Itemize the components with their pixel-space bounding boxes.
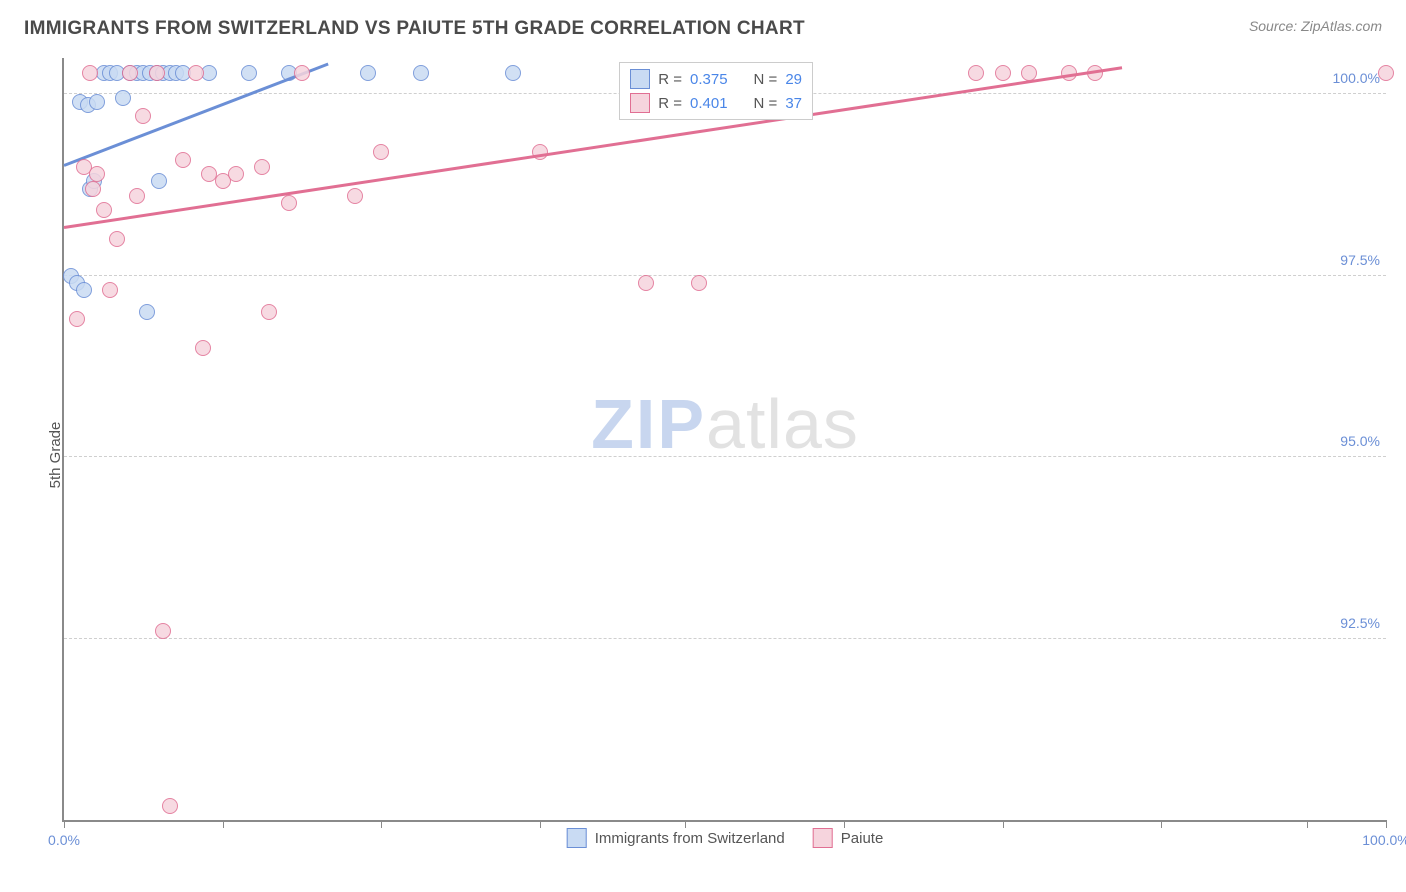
x-tick xyxy=(844,820,845,828)
data-point xyxy=(294,65,310,81)
legend-r-value: 0.401 xyxy=(690,95,728,112)
legend-n-value: 29 xyxy=(785,71,802,88)
legend-series-name: Immigrants from Switzerland xyxy=(595,830,785,847)
legend-n-label: N = xyxy=(754,71,778,88)
x-tick xyxy=(381,820,382,828)
x-tick-label: 0.0% xyxy=(48,832,80,848)
data-point xyxy=(69,311,85,327)
data-point xyxy=(129,188,145,204)
data-point xyxy=(373,144,389,160)
x-tick xyxy=(1307,820,1308,828)
legend-n-value: 37 xyxy=(785,95,802,112)
gridline xyxy=(64,275,1386,276)
data-point xyxy=(254,159,270,175)
data-point xyxy=(76,282,92,298)
gridline xyxy=(64,456,1386,457)
data-point xyxy=(1021,65,1037,81)
watermark: ZIPatlas xyxy=(591,384,859,464)
y-tick-label: 92.5% xyxy=(1340,615,1380,631)
data-point xyxy=(228,166,244,182)
data-point xyxy=(149,65,165,81)
y-tick-label: 95.0% xyxy=(1340,433,1380,449)
x-tick xyxy=(1386,820,1387,828)
data-point xyxy=(109,231,125,247)
data-point xyxy=(82,65,98,81)
legend-swatch xyxy=(567,828,587,848)
data-point xyxy=(691,275,707,291)
series-legend: Immigrants from Switzerland Paiute xyxy=(567,828,884,848)
correlation-legend: R = 0.375 N = 29 R = 0.401 N = 37 xyxy=(619,62,813,120)
legend-swatch xyxy=(813,828,833,848)
legend-series-name: Paiute xyxy=(841,830,884,847)
data-point xyxy=(360,65,376,81)
y-tick-label: 100.0% xyxy=(1333,70,1380,86)
legend-n-label: N = xyxy=(754,95,778,112)
data-point xyxy=(115,90,131,106)
data-point xyxy=(505,65,521,81)
source-label: Source: ZipAtlas.com xyxy=(1249,18,1382,34)
gridline xyxy=(64,638,1386,639)
data-point xyxy=(968,65,984,81)
data-point xyxy=(102,282,118,298)
scatter-plot: ZIPatlas 92.5%95.0%97.5%100.0%0.0%100.0%… xyxy=(62,58,1386,822)
legend-r-value: 0.375 xyxy=(690,71,728,88)
legend-row: R = 0.401 N = 37 xyxy=(630,91,802,115)
data-point xyxy=(241,65,257,81)
data-point xyxy=(151,173,167,189)
data-point xyxy=(96,202,112,218)
data-point xyxy=(89,94,105,110)
data-point xyxy=(638,275,654,291)
x-tick xyxy=(1161,820,1162,828)
data-point xyxy=(85,181,101,197)
data-point xyxy=(122,65,138,81)
x-tick xyxy=(64,820,65,828)
data-point xyxy=(135,108,151,124)
legend-r-label: R = xyxy=(658,95,682,112)
x-tick xyxy=(223,820,224,828)
data-point xyxy=(1378,65,1394,81)
legend-r-label: R = xyxy=(658,71,682,88)
data-point xyxy=(175,152,191,168)
data-point xyxy=(995,65,1011,81)
data-point xyxy=(195,340,211,356)
x-tick-label: 100.0% xyxy=(1362,832,1406,848)
legend-item: Paiute xyxy=(813,828,884,848)
x-tick xyxy=(540,820,541,828)
data-point xyxy=(139,304,155,320)
x-tick xyxy=(685,820,686,828)
data-point xyxy=(261,304,277,320)
data-point xyxy=(188,65,204,81)
data-point xyxy=(162,798,178,814)
chart-title: IMMIGRANTS FROM SWITZERLAND VS PAIUTE 5T… xyxy=(24,18,805,40)
data-point xyxy=(281,195,297,211)
data-point xyxy=(413,65,429,81)
legend-item: Immigrants from Switzerland xyxy=(567,828,785,848)
legend-swatch xyxy=(630,69,650,89)
data-point xyxy=(347,188,363,204)
trend-line xyxy=(64,66,1122,229)
legend-row: R = 0.375 N = 29 xyxy=(630,67,802,91)
data-point xyxy=(155,623,171,639)
y-tick-label: 97.5% xyxy=(1340,252,1380,268)
data-point xyxy=(89,166,105,182)
x-tick xyxy=(1003,820,1004,828)
legend-swatch xyxy=(630,93,650,113)
